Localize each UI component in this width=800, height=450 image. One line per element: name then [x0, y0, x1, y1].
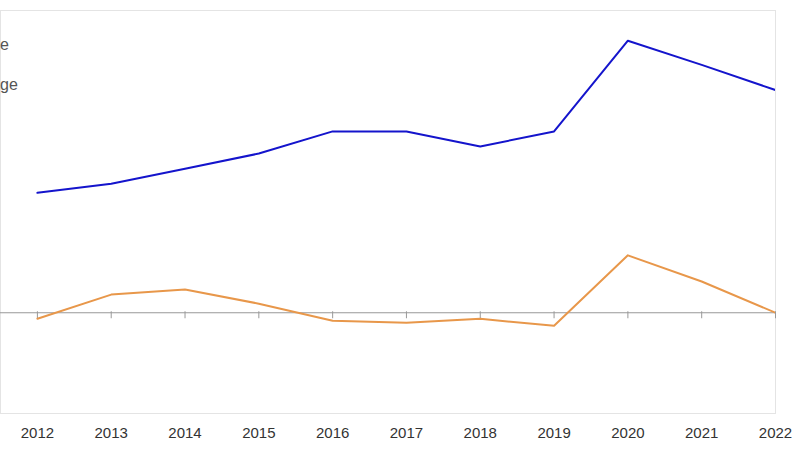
svg-text:2016: 2016 — [316, 424, 349, 441]
svg-text:2021: 2021 — [685, 424, 718, 441]
svg-text:2018: 2018 — [464, 424, 497, 441]
svg-text:2015: 2015 — [242, 424, 275, 441]
svg-text:2020: 2020 — [611, 424, 644, 441]
svg-text:2017: 2017 — [390, 424, 423, 441]
svg-text:2022: 2022 — [759, 424, 792, 441]
html-text:e: e — [0, 36, 9, 53]
svg-text:2012: 2012 — [21, 424, 54, 441]
svg-text:2014: 2014 — [168, 424, 201, 441]
svg-text:2019: 2019 — [537, 424, 570, 441]
html-text:ge: ge — [0, 76, 18, 93]
svg-text:2013: 2013 — [95, 424, 128, 441]
